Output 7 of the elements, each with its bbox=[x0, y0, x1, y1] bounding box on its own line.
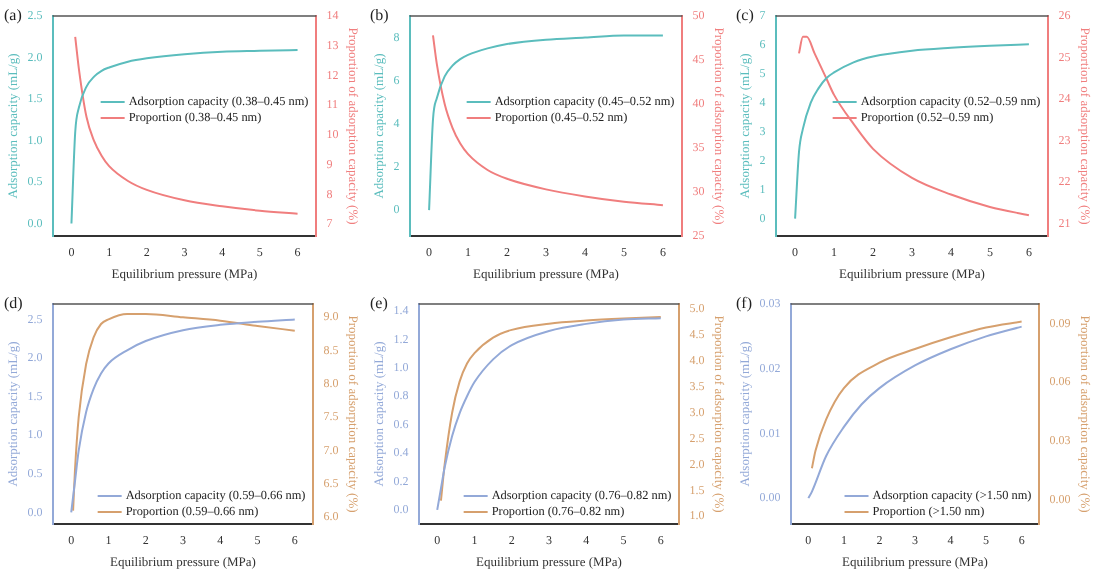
chart-title: (f) bbox=[736, 294, 753, 313]
chart-title: (e) bbox=[370, 294, 389, 313]
line-series bbox=[810, 320, 1023, 470]
chart-title: (c) bbox=[736, 6, 755, 25]
chart-title: (d) bbox=[4, 294, 24, 313]
chart-title: (b) bbox=[370, 6, 390, 25]
chart-title: (a) bbox=[4, 6, 23, 25]
